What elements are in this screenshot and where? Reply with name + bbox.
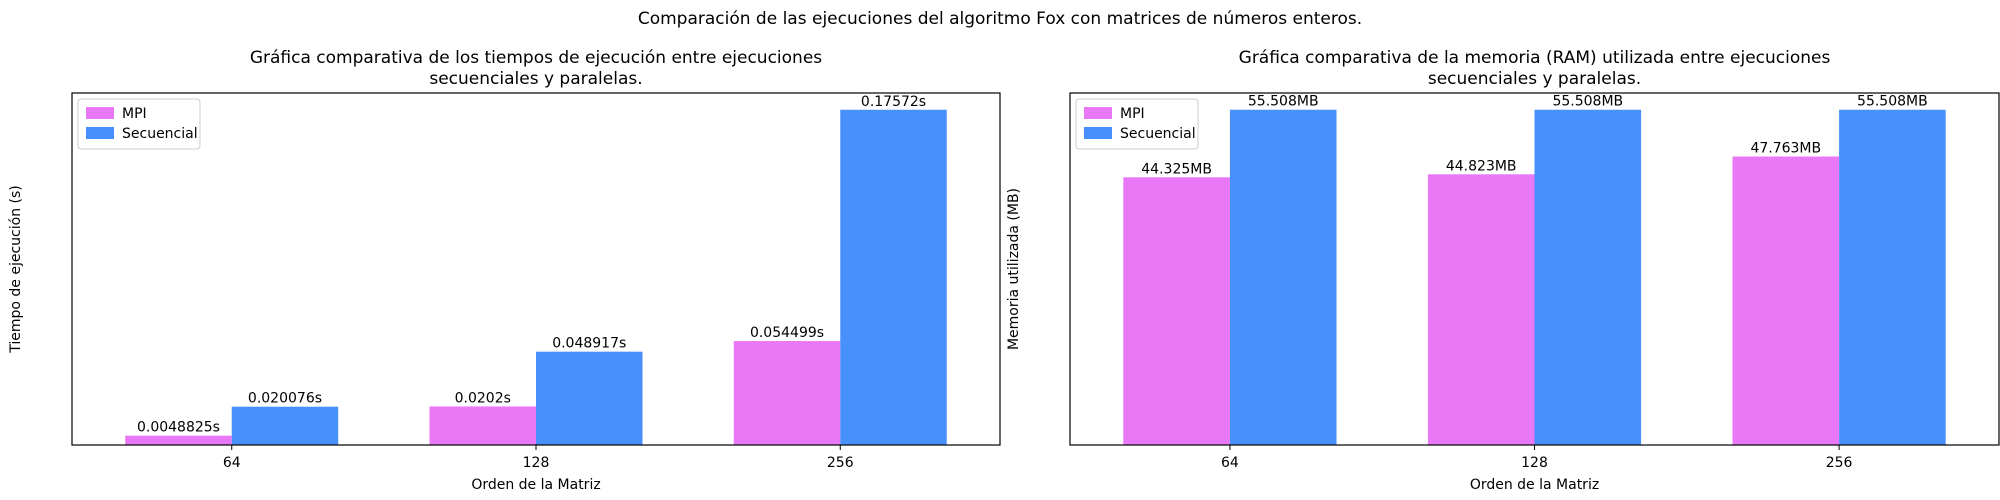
bar-mpi-128 <box>1427 174 1535 445</box>
legend-swatch-mpi <box>86 107 114 119</box>
data-label: 55.508MB <box>1857 94 1928 110</box>
bar-secuencial-128 <box>1534 109 1642 446</box>
chart-title: secuenciales y paralelas. <box>1428 69 1641 89</box>
bar-mpi-64 <box>1123 177 1230 445</box>
y-axis-label: Memoria utilizada (MB) <box>1006 188 1022 350</box>
data-label: 55.508MB <box>1552 94 1623 110</box>
bar-secuencial-64 <box>231 406 339 445</box>
bar-mpi-128 <box>429 406 536 445</box>
legend-label-secuencial: Secuencial <box>122 126 198 142</box>
data-label: 0.0202s <box>455 390 511 406</box>
bar-mpi-256 <box>733 341 841 445</box>
bar-mpi-64 <box>125 435 232 445</box>
bar-mpi-256 <box>1732 156 1840 445</box>
chart-title: secuenciales y paralelas. <box>429 69 642 89</box>
x-tick-label: 64 <box>223 455 241 471</box>
legend-swatch-secuencial <box>86 127 114 139</box>
data-label: 0.020076s <box>248 391 322 407</box>
x-tick-label: 128 <box>1521 455 1548 471</box>
figure-suptitle: Comparación de las ejecuciones del algor… <box>638 9 1362 29</box>
data-label: 0.0048825s <box>137 420 220 436</box>
legend-label-mpi: MPI <box>122 106 147 122</box>
legend-label-secuencial: Secuencial <box>1120 126 1196 142</box>
chart-1: Gráfica comparativa de los tiempos de ej… <box>8 48 1001 493</box>
data-label: 0.048917s <box>552 336 626 352</box>
data-label: 44.823MB <box>1446 158 1517 174</box>
charts: Gráfica comparativa de los tiempos de ej… <box>8 48 2000 493</box>
chart-2: Gráfica comparativa de la memoria (RAM) … <box>1006 48 2000 493</box>
legend-swatch-secuencial <box>1084 127 1112 139</box>
legend: MPI Secuencial <box>77 98 201 150</box>
legend-label-mpi: MPI <box>1120 106 1145 122</box>
x-tick-label: 64 <box>1221 455 1239 471</box>
data-label: 44.325MB <box>1141 161 1212 177</box>
data-label: 0.054499s <box>750 325 824 341</box>
x-tick-label: 256 <box>827 455 854 471</box>
y-axis-label: Tiempo de ejecución (s) <box>8 185 24 354</box>
bar-secuencial-128 <box>536 351 643 445</box>
x-tick-label: 128 <box>523 455 550 471</box>
legend-swatch-mpi <box>1084 107 1112 119</box>
bar-secuencial-64 <box>1229 109 1337 446</box>
x-tick-label: 256 <box>1826 455 1853 471</box>
bar-secuencial-256 <box>1839 109 1946 446</box>
data-label: 0.17572s <box>861 94 926 110</box>
x-axis-label: Orden de la Matriz <box>1470 477 1599 493</box>
x-axis-label: Orden de la Matriz <box>471 477 600 493</box>
legend: MPI Secuencial <box>1075 98 1199 150</box>
data-label: 47.763MB <box>1750 141 1821 157</box>
bar-secuencial-256 <box>840 109 947 445</box>
data-label: 55.508MB <box>1248 94 1319 110</box>
chart-title: Gráfica comparativa de los tiempos de ej… <box>250 48 822 68</box>
chart-title: Gráfica comparativa de la memoria (RAM) … <box>1239 48 1831 68</box>
